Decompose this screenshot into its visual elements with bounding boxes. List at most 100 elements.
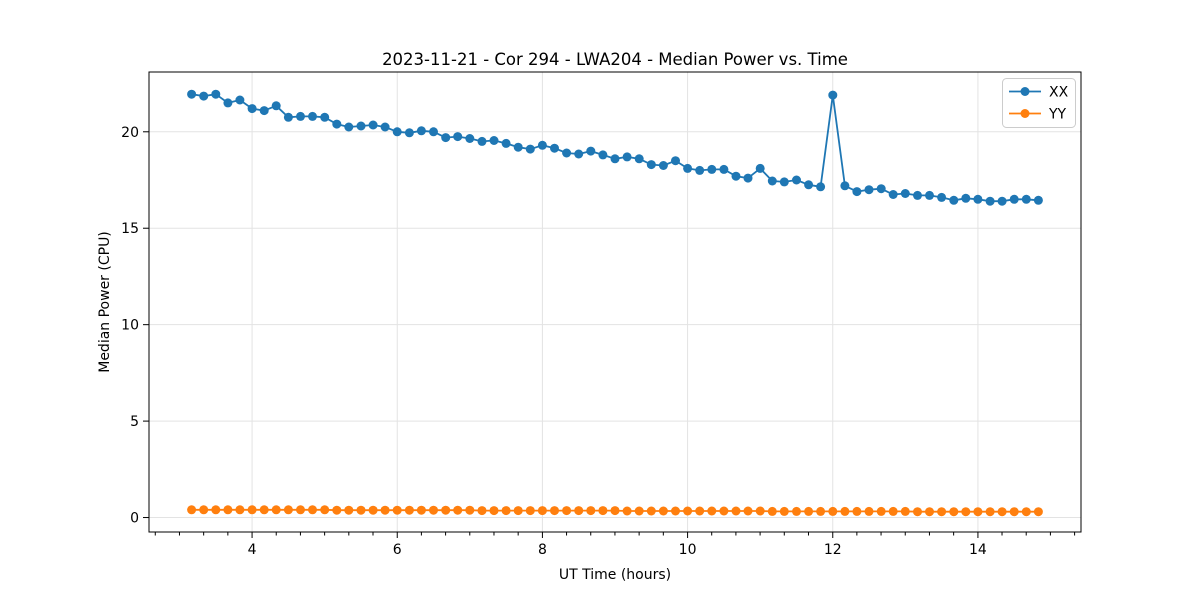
grid-layer <box>149 72 1081 532</box>
legend-item-yy: YY <box>1009 107 1067 123</box>
data-point <box>949 195 959 205</box>
data-point <box>344 505 354 515</box>
legend-label-yy: YY <box>1048 107 1067 123</box>
data-point <box>211 505 221 515</box>
legend-marker-icon <box>1020 87 1030 96</box>
data-point <box>610 506 620 516</box>
series-yy <box>187 505 1043 517</box>
data-point <box>900 506 910 516</box>
data-point <box>429 505 438 515</box>
data-point <box>864 506 874 516</box>
data-point <box>816 182 826 192</box>
data-point <box>973 507 983 517</box>
y-axis-label: Median Power (CPU) <box>97 231 113 373</box>
data-point <box>622 152 632 162</box>
data-point <box>634 506 644 516</box>
data-point <box>949 507 959 517</box>
data-point <box>913 507 922 517</box>
data-point <box>537 506 547 516</box>
data-point <box>271 505 281 515</box>
data-point <box>888 190 898 199</box>
data-point <box>731 506 741 516</box>
data-point <box>429 127 438 137</box>
data-point <box>283 112 293 122</box>
data-point <box>1009 507 1019 517</box>
data-point <box>598 506 608 516</box>
data-point <box>320 505 330 515</box>
data-point <box>368 505 378 515</box>
data-point <box>925 507 934 517</box>
data-point <box>864 185 874 195</box>
data-point <box>235 505 245 515</box>
data-point <box>913 190 922 200</box>
data-point <box>404 128 414 138</box>
data-point <box>828 506 838 516</box>
data-point <box>223 98 233 108</box>
data-point <box>804 180 814 190</box>
plot-border <box>148 71 1082 533</box>
data-point <box>683 506 693 516</box>
data-point <box>223 505 233 515</box>
data-point <box>997 507 1007 517</box>
data-point <box>961 507 971 517</box>
data-point <box>356 505 366 515</box>
data-point <box>767 506 777 516</box>
data-point <box>840 506 850 516</box>
data-point <box>211 89 221 99</box>
data-point <box>646 160 656 170</box>
data-point <box>755 163 765 173</box>
data-point <box>465 134 475 143</box>
data-point <box>586 506 596 516</box>
data-point <box>1033 507 1043 517</box>
data-point <box>489 506 499 516</box>
data-point <box>283 505 293 515</box>
data-point <box>586 146 596 156</box>
x-tick-label: 10 <box>679 542 697 558</box>
data-point <box>187 505 197 515</box>
series-xx <box>187 89 1043 206</box>
data-point <box>937 192 947 202</box>
data-point <box>1009 194 1019 204</box>
data-point <box>937 507 947 517</box>
data-point <box>465 505 475 515</box>
data-point <box>574 149 584 159</box>
data-point <box>380 122 390 132</box>
data-point <box>779 177 789 187</box>
data-point <box>550 506 559 516</box>
data-point <box>671 156 680 166</box>
data-point <box>296 111 305 121</box>
data-point <box>574 506 584 516</box>
data-point <box>1021 507 1031 517</box>
data-point <box>477 506 487 516</box>
data-point <box>199 91 209 101</box>
data-point <box>707 506 717 516</box>
data-point <box>876 506 886 516</box>
data-point <box>731 171 741 181</box>
data-point <box>380 505 390 515</box>
data-point <box>441 133 451 143</box>
data-point <box>416 505 426 515</box>
data-point <box>997 196 1007 206</box>
data-point <box>259 505 269 515</box>
data-point <box>804 506 814 516</box>
data-point <box>646 506 656 516</box>
data-point <box>501 138 511 148</box>
data-point <box>271 101 281 111</box>
data-point <box>610 154 620 164</box>
data-point <box>695 506 705 516</box>
series-line <box>191 93 1039 203</box>
x-tick-label: 4 <box>248 542 257 558</box>
data-point <box>392 127 402 137</box>
y-tick-label: 0 <box>130 511 139 527</box>
data-point <box>792 175 801 185</box>
data-point <box>719 164 729 174</box>
data-point <box>296 505 305 515</box>
data-point <box>368 120 378 130</box>
data-point <box>925 190 934 200</box>
data-point <box>477 136 487 146</box>
data-point <box>453 132 463 142</box>
data-point <box>501 506 511 516</box>
data-point <box>344 122 354 132</box>
data-point <box>537 140 547 150</box>
data-point <box>332 119 342 129</box>
